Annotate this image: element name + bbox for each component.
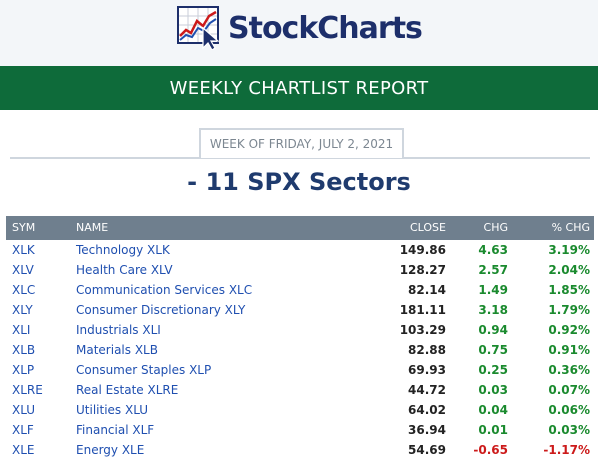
change-value: 0.04 [478,403,508,417]
table-header: SYM NAME CLOSE CHG % CHG [6,216,594,240]
table-row: XLRE Real Estate XLRE 44.72 0.03 0.07% [6,380,594,400]
sector-name-link[interactable]: Technology XLK [76,243,170,257]
percent-change-value: 0.92% [548,323,590,337]
table-body: XLK Technology XLK 149.86 4.63 3.19% XLV Healt… [6,240,594,460]
percent-change-value: 0.36% [548,363,590,377]
week-divider [10,157,590,159]
close-value: 103.29 [399,323,446,337]
close-value: 181.11 [399,303,446,317]
percent-change-value: -1.17% [543,443,590,457]
change-value: -0.65 [473,443,508,457]
week-label: WEEK OF FRIDAY, JULY 2, 2021 [199,128,404,158]
close-value: 149.86 [399,243,446,257]
symbol-link[interactable]: XLC [12,283,36,297]
symbol-link[interactable]: XLE [12,443,35,457]
sector-name-link[interactable]: Consumer Staples XLP [76,363,212,377]
close-value: 82.14 [408,283,446,297]
close-value: 69.93 [408,363,446,377]
sector-name-link[interactable]: Financial XLF [76,423,155,437]
percent-change-value: 3.19% [548,243,590,257]
percent-change-value: 0.91% [548,343,590,357]
symbol-link[interactable]: XLB [12,343,36,357]
change-value: 2.57 [478,263,508,277]
chart-cursor-logo-icon [177,6,220,50]
percent-change-value: 0.03% [548,423,590,437]
close-value: 64.02 [408,403,446,417]
change-value: 0.25 [478,363,508,377]
change-value: 0.03 [478,383,508,397]
change-value: 0.01 [478,423,508,437]
sector-name-link[interactable]: Materials XLB [76,343,158,357]
symbol-link[interactable]: XLF [12,423,34,437]
header-sym: SYM [12,221,36,234]
sector-name-link[interactable]: Energy XLE [76,443,145,457]
sector-name-link[interactable]: Industrials XLI [76,323,161,337]
sector-name-link[interactable]: Utilities XLU [76,403,149,417]
sector-name-link[interactable]: Health Care XLV [76,263,173,277]
table-row: XLK Technology XLK 149.86 4.63 3.19% [6,240,594,260]
site-header: StockCharts [0,0,598,66]
header-pct-chg: % CHG [551,221,590,234]
header-close: CLOSE [409,221,446,234]
percent-change-value: 1.85% [548,283,590,297]
symbol-link[interactable]: XLI [12,323,31,337]
percent-change-value: 2.04% [548,263,590,277]
sector-name-link[interactable]: Consumer Discretionary XLY [76,303,246,317]
percent-change-value: 0.07% [548,383,590,397]
symbol-link[interactable]: XLK [12,243,35,257]
close-value: 128.27 [399,263,446,277]
close-value: 54.69 [408,443,446,457]
change-value: 0.75 [478,343,508,357]
change-value: 0.94 [478,323,508,337]
brand-name: StockCharts [228,10,423,46]
symbol-link[interactable]: XLU [12,403,36,417]
table-row: XLC Communication Services XLC 82.14 1.49 1.… [6,280,594,300]
percent-change-value: 0.06% [548,403,590,417]
change-value: 3.18 [478,303,508,317]
close-value: 36.94 [408,423,446,437]
table-row: XLY Consumer Discretionary XLY 181.11 3.18 1… [6,300,594,320]
close-value: 44.72 [408,383,446,397]
symbol-link[interactable]: XLRE [12,383,43,397]
header-name: NAME [76,221,109,234]
sector-name-link[interactable]: Real Estate XLRE [76,383,179,397]
symbol-link[interactable]: XLV [12,263,34,277]
sector-table: SYM NAME CLOSE CHG % CHG XLK Technology X… [6,216,594,460]
stockcharts-logo[interactable]: StockCharts [177,6,423,50]
table-row: XLI Industrials XLI 103.29 0.94 0.92% [6,320,594,340]
symbol-link[interactable]: XLY [12,303,33,317]
table-row: XLB Materials XLB 82.88 0.75 0.91% [6,340,594,360]
table-row: XLF Financial XLF 36.94 0.01 0.03% [6,420,594,440]
change-value: 1.49 [478,283,508,297]
close-value: 82.88 [408,343,446,357]
symbol-link[interactable]: XLP [12,363,35,377]
table-row: XLE Energy XLE 54.69 -0.65 -1.17% [6,440,594,460]
table-row: XLP Consumer Staples XLP 69.93 0.25 0.36% [6,360,594,380]
table-row: XLU Utilities XLU 64.02 0.04 0.06% [6,400,594,420]
change-value: 4.63 [478,243,508,257]
header-chg: CHG [483,221,508,234]
percent-change-value: 1.79% [548,303,590,317]
sector-name-link[interactable]: Communication Services XLC [76,283,253,297]
table-row: XLV Health Care XLV 128.27 2.57 2.04% [6,260,594,280]
report-banner: WEEKLY CHARTLIST REPORT [0,66,598,110]
section-title: - 11 SPX Sectors [187,168,411,196]
